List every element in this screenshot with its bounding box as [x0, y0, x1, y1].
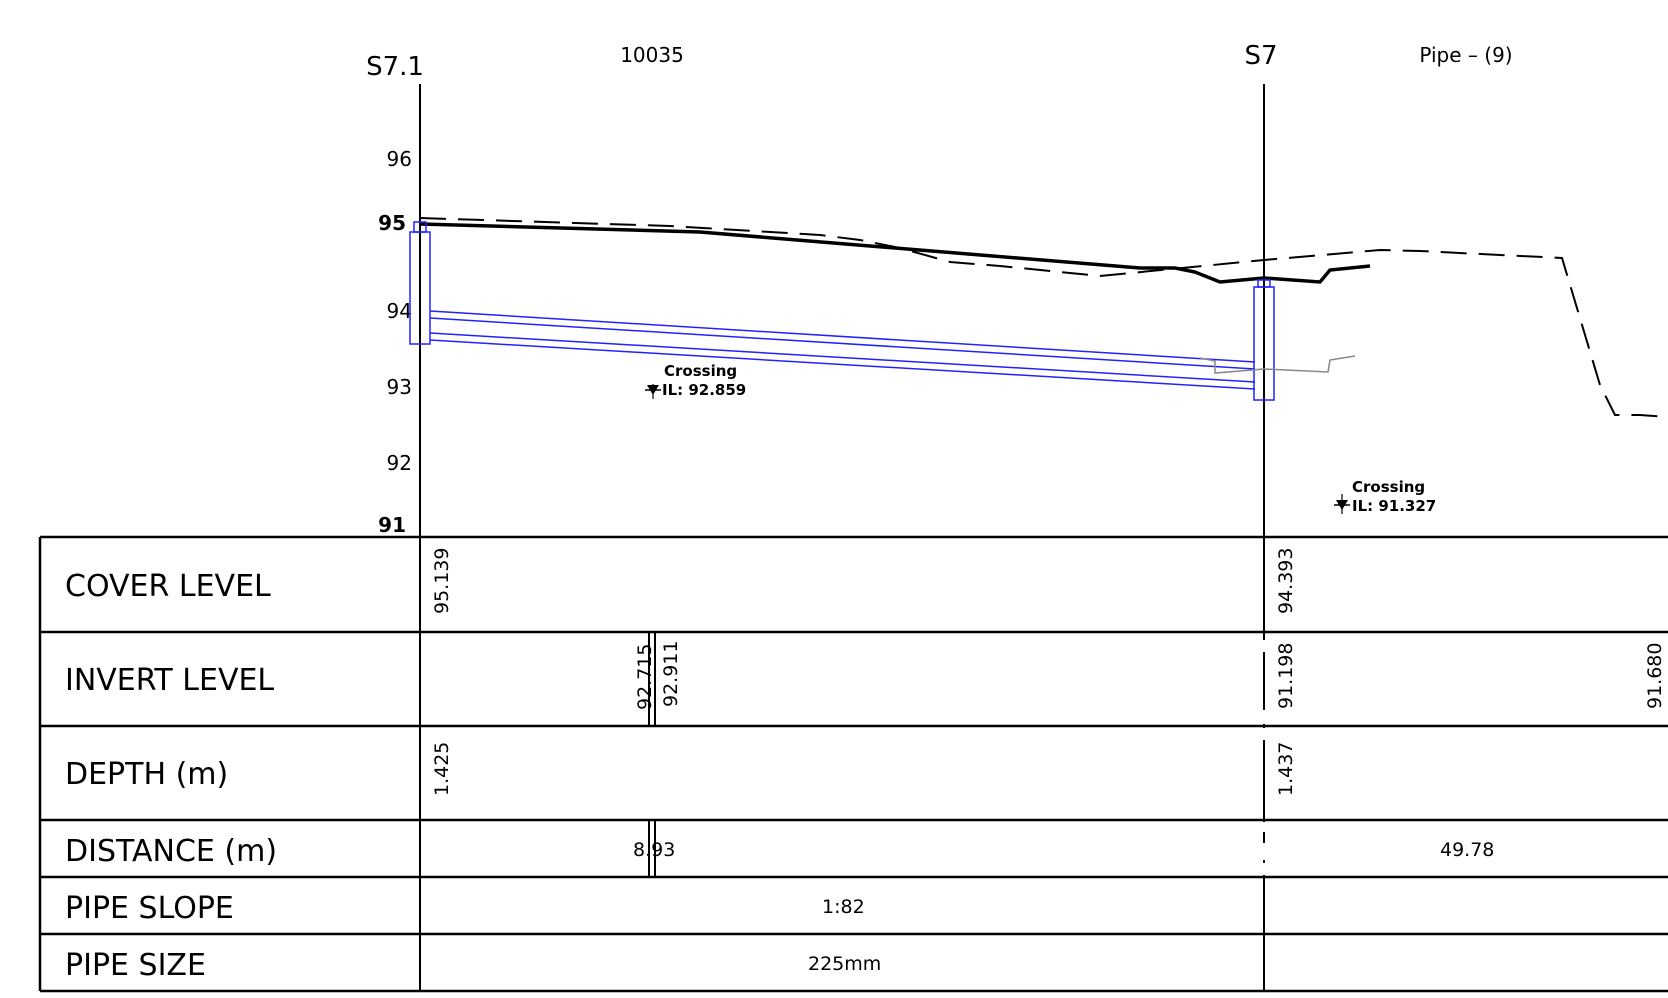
manhole-cover-s7	[1257, 279, 1271, 288]
level-tick: 94	[387, 299, 412, 323]
pipe-size-value: 225mm	[808, 953, 881, 975]
row-label-invert-level: INVERT LEVEL	[65, 663, 274, 698]
section-data-table: COVER LEVEL INVERT LEVEL DEPTH (m) DISTA…	[38, 535, 1668, 993]
invert-marker-icon	[645, 384, 661, 399]
service-line	[1199, 355, 1356, 374]
row-label-distance: DISTANCE (m)	[65, 834, 277, 869]
invert-level-next: 91.680	[1644, 643, 1666, 709]
pipe-crown-line	[429, 310, 1256, 363]
pipe-crown-inner-line	[429, 317, 1256, 370]
row-label-depth: DEPTH (m)	[65, 757, 228, 792]
pipe-ref-label: Pipe – (9)	[1419, 43, 1512, 67]
pipe-slope-value: 1:82	[822, 896, 865, 918]
depth-s7-1: 1.425	[431, 742, 453, 796]
chainage-label: 10035	[620, 43, 684, 67]
invert-level-s7: 91.198	[1275, 643, 1297, 709]
existing-ground-line	[419, 222, 1371, 284]
level-tick: 95	[378, 211, 406, 235]
end-manhole-label: S7	[1244, 41, 1277, 71]
cover-level-s7: 94.393	[1275, 548, 1297, 614]
start-manhole-label: S7.1	[366, 52, 424, 82]
manhole-cover-s7-1	[413, 221, 427, 233]
pipe-invert-inner-line	[429, 332, 1256, 383]
cover-level-s7-1: 95.139	[431, 548, 453, 614]
invert-level-crossing-b: 92.911	[660, 641, 682, 707]
row-label-cover-level: COVER LEVEL	[65, 569, 271, 604]
invert-marker-icon	[1334, 494, 1350, 514]
invert-level-crossing-a: 92.715	[634, 644, 656, 710]
distance-next-span: 49.78	[1440, 839, 1494, 861]
row-label-pipe-size: PIPE SIZE	[65, 948, 206, 983]
crossing-annotation-1: Crossing IL: 92.859	[645, 362, 746, 399]
pipe-invert-line	[429, 339, 1256, 390]
depth-s7: 1.437	[1275, 742, 1297, 796]
level-tick: 96	[387, 147, 412, 171]
distance-crossing: 8.93	[633, 839, 675, 861]
crossing-title: Crossing	[1352, 478, 1425, 496]
crossing-il: IL: 91.327	[1352, 497, 1436, 515]
crossing-title: Crossing	[664, 362, 737, 380]
proposed-ground-line	[419, 217, 1668, 418]
level-tick: 93	[387, 375, 412, 399]
row-label-pipe-slope: PIPE SLOPE	[65, 891, 234, 926]
level-tick: 92	[387, 451, 412, 475]
level-tick: 91	[378, 513, 406, 537]
crossing-annotation-2: Crossing IL: 91.327	[1334, 478, 1436, 515]
crossing-il: IL: 92.859	[662, 381, 746, 399]
